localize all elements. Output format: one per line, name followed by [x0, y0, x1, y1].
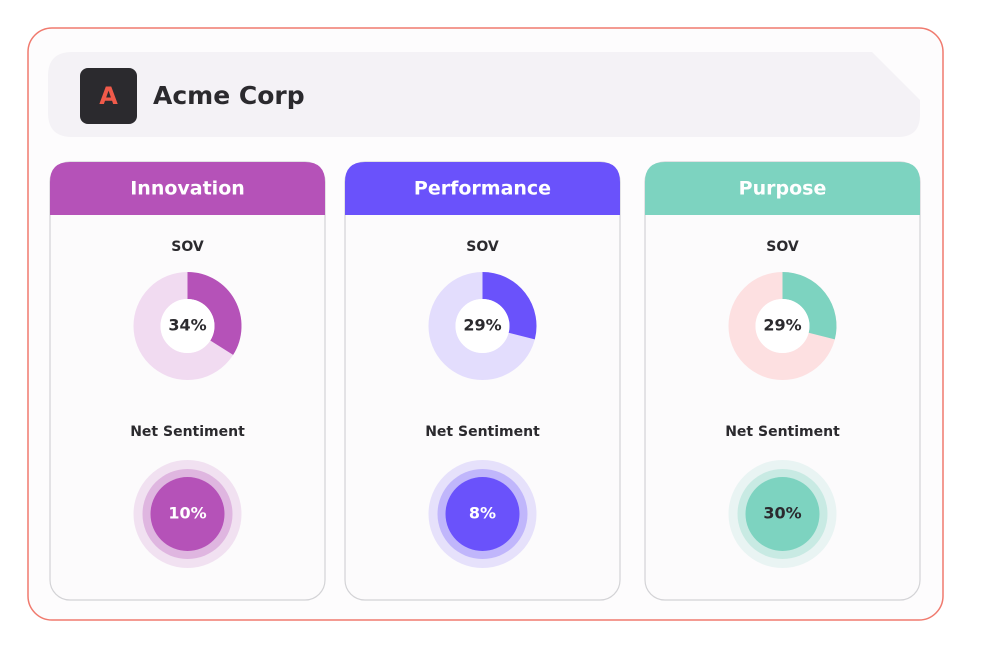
donut-hole: [160, 299, 215, 353]
sentiment-value: 10%: [168, 504, 206, 523]
sentiment-value: 8%: [469, 504, 496, 523]
sentiment-core: [445, 477, 520, 551]
card-header: [645, 162, 920, 215]
donut-arc: [481, 272, 537, 340]
sov-value: 29%: [763, 316, 801, 335]
sov-title: SOV: [766, 239, 799, 255]
company-name: Acme Corp: [153, 81, 305, 110]
card-header: [50, 162, 325, 215]
sentiment-core: [745, 477, 820, 551]
logo-letter: A: [99, 82, 118, 110]
donut-arc: [781, 272, 837, 340]
sov-title: SOV: [171, 239, 204, 255]
sentiment-title: Net Sentiment: [725, 424, 840, 440]
sov-value: 34%: [168, 316, 206, 335]
donut-hole: [455, 299, 510, 353]
card-title: Purpose: [739, 178, 827, 200]
card-header: [345, 162, 620, 215]
donut-hole: [755, 299, 810, 353]
donut-arc: [186, 272, 242, 355]
card-title: Innovation: [130, 178, 245, 200]
sentiment-core: [150, 477, 225, 551]
sentiment-title: Net Sentiment: [425, 424, 540, 440]
sov-title: SOV: [466, 239, 499, 255]
card-title: Performance: [414, 178, 551, 200]
sentiment-title: Net Sentiment: [130, 424, 245, 440]
header-bar: [48, 52, 920, 137]
sov-value: 29%: [463, 316, 501, 335]
sentiment-value: 30%: [763, 504, 801, 523]
logo: [80, 68, 137, 124]
